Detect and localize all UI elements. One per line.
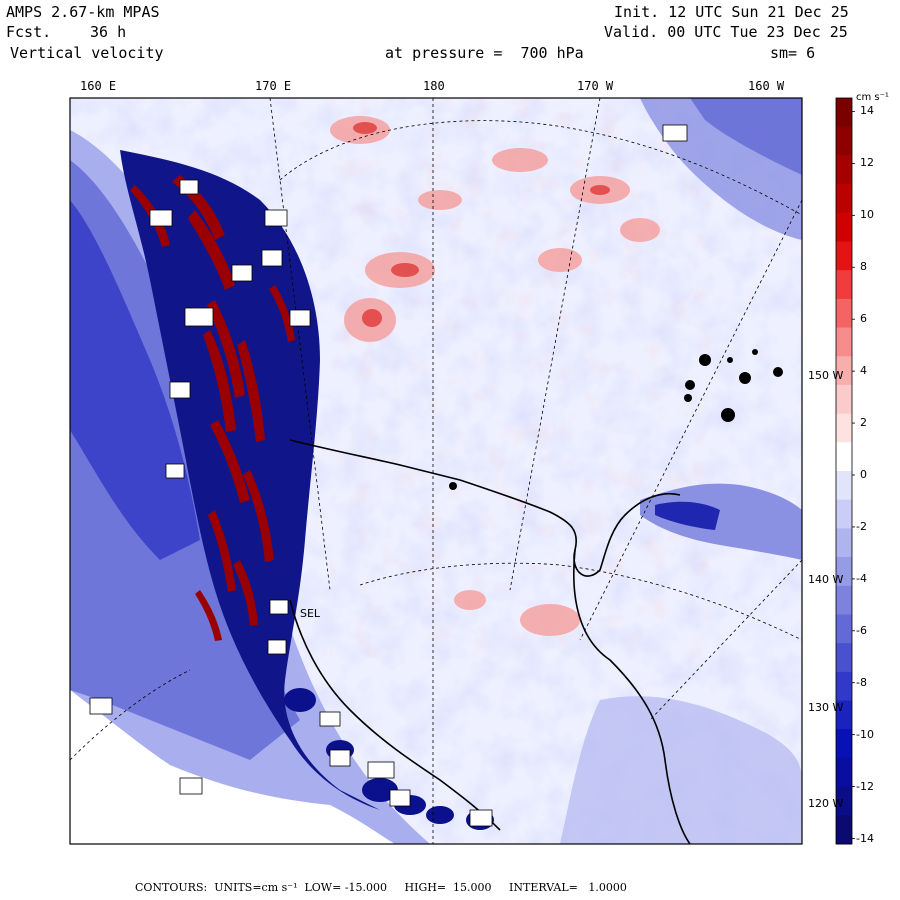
smoothing-value: sm= 6 — [770, 44, 816, 62]
lat-label-130w: 130 W — [808, 701, 844, 714]
colorbar-swatch — [836, 786, 852, 816]
lon-label-160e: 160 E — [80, 79, 117, 93]
colorbar-tick-label: 14 — [860, 104, 874, 118]
forecast-hour: 36 h — [90, 23, 127, 41]
lat-label-150w: 150 W — [808, 369, 844, 382]
colorbar-swatch — [836, 413, 852, 443]
convective-cells — [684, 349, 783, 422]
colorbar-tick-label: 8 — [860, 260, 867, 274]
lat-label-120w: 120 W — [808, 797, 844, 810]
lon-label-170e: 170 E — [255, 79, 292, 93]
colorbar — [835, 97, 855, 845]
colorbar-swatch — [836, 471, 852, 501]
colorbar-swatch — [836, 270, 852, 300]
colorbar-tick-label: -4 — [856, 571, 867, 585]
station-marker — [449, 482, 457, 490]
model-title: AMPS 2.67-km MPAS — [6, 3, 160, 21]
colorbar-tick-label: 2 — [860, 416, 867, 430]
graticule — [70, 98, 802, 844]
colorbar-swatch — [836, 499, 852, 529]
colorbar-swatch — [836, 815, 852, 845]
colorbar-swatch — [836, 757, 852, 788]
colorbar-tick-label: -14 — [856, 831, 874, 845]
weak-upward-texture — [330, 98, 710, 658]
lon-label-170w: 170 W — [577, 79, 614, 93]
colorbar-swatch — [836, 557, 852, 587]
lon-label-160w: 160 W — [748, 79, 785, 93]
colorbar-swatch — [836, 327, 852, 357]
field-name: Vertical velocity — [10, 44, 164, 62]
colorbar-tick-label: -12 — [856, 779, 874, 793]
station-label-sel: SEL — [300, 607, 321, 620]
map-frame — [69, 97, 803, 845]
colorbar-tick-label: -8 — [856, 675, 867, 689]
colorbar-swatch — [836, 298, 852, 329]
colorbar-swatch — [836, 384, 852, 415]
colorbar-frame — [835, 97, 853, 845]
colorbar-swatch — [836, 700, 852, 730]
colorbar-swatch — [836, 155, 852, 185]
colorbar-swatch — [836, 184, 852, 214]
colorbar-tick-label: 12 — [860, 156, 874, 170]
colorbar-swatch — [836, 98, 852, 128]
init-time: Init. 12 UTC Sun 21 Dec 25 — [614, 3, 849, 21]
colorbar-tick-label: -2 — [856, 519, 867, 533]
contour-info: CONTOURS: UNITS=cm s⁻¹ LOW= -15.000 HIGH… — [135, 881, 627, 894]
colorbar-tick-label: 4 — [860, 364, 867, 378]
colorbar-swatch — [836, 671, 852, 702]
colorbar-tick-label: 0 — [860, 468, 867, 481]
colorbar-swatch — [836, 643, 852, 673]
forecast-label: Fcst. — [6, 23, 52, 41]
colorbar-tick-label: -10 — [856, 727, 874, 741]
valid-time: Valid. 00 UTC Tue 23 Dec 25 — [604, 23, 848, 41]
lat-label-140w: 140 W — [808, 573, 844, 586]
colorbar-tick-label: -6 — [856, 623, 867, 637]
colorbar-swatch — [836, 729, 852, 759]
colorbar-swatch — [836, 442, 852, 472]
station-boxes — [89, 124, 688, 827]
colorbar-swatch — [836, 212, 852, 242]
colorbar-tick-label: 6 — [860, 312, 867, 326]
lon-label-180: 180 — [423, 79, 445, 93]
colorbar-units: cm s⁻¹ — [856, 92, 889, 103]
coastline — [289, 439, 691, 844]
colorbar-swatch — [836, 614, 852, 644]
colorbar-swatch — [836, 126, 852, 156]
colorbar-tick-label: 10 — [860, 208, 874, 222]
colorbar-swatch — [836, 585, 852, 615]
colorbar-swatch — [836, 528, 852, 558]
colorbar-swatch — [836, 241, 852, 271]
colorbar-swatch — [836, 356, 852, 386]
pressure-level: at pressure = 700 hPa — [385, 44, 584, 62]
